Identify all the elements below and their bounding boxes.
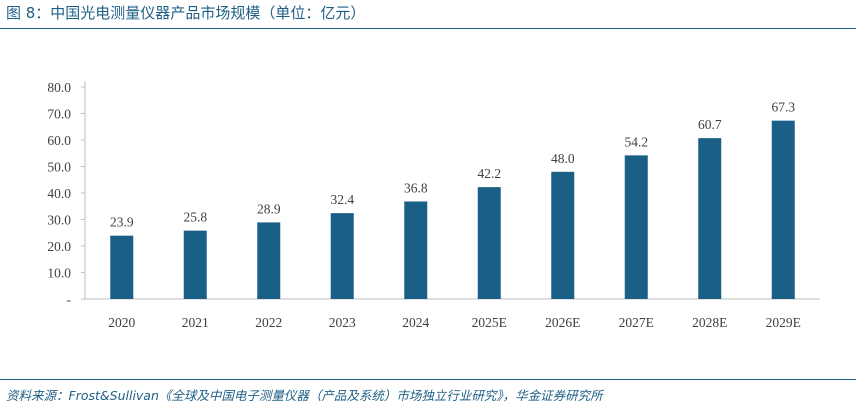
data-label-2022: 28.9 [257,201,281,216]
x-tick-label-2028E: 2028E [692,315,727,330]
data-label-2026E: 48.0 [551,151,575,166]
data-label-2020: 23.9 [110,215,134,230]
source-note: 资料来源：Frost&Sullivan《全球及中国电子测量仪器（产品及系统）市场… [6,388,603,403]
y-tick-label: 20.0 [47,239,71,254]
x-tick-label-2029E: 2029E [766,315,801,330]
x-tick-label-2027E: 2027E [619,315,654,330]
x-tick-label-2022: 2022 [255,315,282,330]
x-tick-label-2021: 2021 [182,315,209,330]
title-rule [0,28,856,29]
y-tick-label: 40.0 [47,186,71,201]
data-label-2029E: 67.3 [771,100,795,115]
x-tick-label-2020: 2020 [108,315,135,330]
bar-2020 [110,235,134,299]
bar-chart: - 10.0 20.0 30.0 40.0 50.0 60.0 70.0 80.0 23.9 202… [47,80,820,330]
x-tick-label-2026E: 2026E [545,315,580,330]
y-tick-label: - [67,292,72,307]
source-rule [0,379,856,380]
data-label-2024: 36.8 [404,180,428,195]
bar-2026E [551,171,575,299]
y-tick-label: 50.0 [47,160,71,175]
x-tick-label-2024: 2024 [402,315,429,330]
data-label-2027E: 54.2 [624,134,648,149]
x-tick-label-2023: 2023 [329,315,356,330]
x-tick-label-2025E: 2025E [472,315,507,330]
data-label-2023: 32.4 [330,192,354,207]
bar-2028E [698,138,722,299]
y-tick-label: 80.0 [47,80,71,95]
bar-2021 [183,230,207,299]
figure-title: 图 8：中国光电测量仪器产品市场规模（单位：亿元） [6,4,366,22]
bar-2023 [330,213,354,299]
y-tick-label: 10.0 [47,266,71,281]
data-label-2025E: 42.2 [477,166,501,181]
y-tick-label: 60.0 [47,133,71,148]
bar-2025E [477,187,501,299]
bar-2022 [257,222,281,299]
y-tick-label: 30.0 [47,213,71,228]
y-tick-label: 70.0 [47,107,71,122]
data-label-2021: 25.8 [183,210,207,225]
bar-2027E [624,155,648,299]
bar-2029E [771,120,795,299]
bar-2024 [404,201,428,299]
data-label-2028E: 60.7 [698,117,722,132]
